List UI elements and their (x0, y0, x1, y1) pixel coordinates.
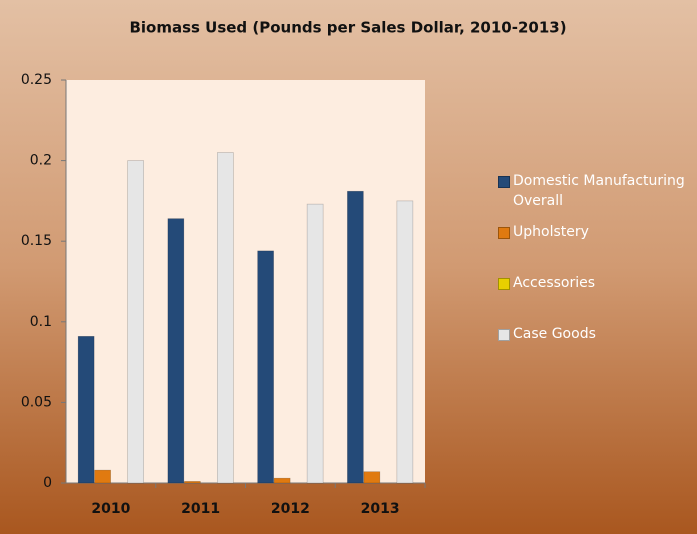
bar (167, 218, 185, 484)
legend-label: Upholstery (513, 224, 589, 240)
bar (217, 152, 234, 484)
legend-item: Accessories (496, 273, 691, 324)
legend-swatch (498, 176, 510, 188)
bar (363, 471, 381, 484)
legend-label: Case Goods (513, 326, 596, 342)
bar (127, 160, 144, 484)
x-tick-label: 2011 (181, 501, 220, 517)
bar (396, 200, 414, 484)
bar (306, 203, 324, 484)
legend-swatch (498, 227, 510, 239)
legend-item: Case Goods (496, 324, 691, 375)
bar (184, 481, 201, 484)
x-tick-label: 2010 (91, 501, 130, 517)
legend-label: Domestic Manufacturing Overall (513, 173, 685, 209)
legend-label: Accessories (513, 275, 596, 291)
legend-item: Domestic Manufacturing Overall (496, 171, 691, 222)
bar (347, 190, 364, 484)
y-tick-label: 0.1 (30, 314, 52, 330)
y-tick-label: 0.25 (21, 72, 52, 88)
plot-area (66, 80, 425, 483)
y-tick-label: 0.2 (30, 153, 52, 169)
chart-title: Biomass Used (Pounds per Sales Dollar, 2… (129, 19, 566, 37)
bar (257, 250, 274, 484)
bar (94, 469, 111, 484)
legend-item: Upholstery (496, 222, 691, 273)
y-tick-label: 0.05 (21, 394, 52, 410)
y-tick-label: 0 (43, 475, 52, 491)
y-tick-label: 0.15 (21, 233, 52, 249)
bar (273, 477, 291, 484)
legend: Domestic Manufacturing Overall Upholstery… (496, 171, 691, 375)
legend-swatch (498, 329, 510, 341)
x-tick-label: 2012 (271, 501, 310, 517)
bar (77, 336, 95, 484)
x-tick-label: 2013 (361, 501, 400, 517)
legend-swatch (498, 278, 510, 290)
